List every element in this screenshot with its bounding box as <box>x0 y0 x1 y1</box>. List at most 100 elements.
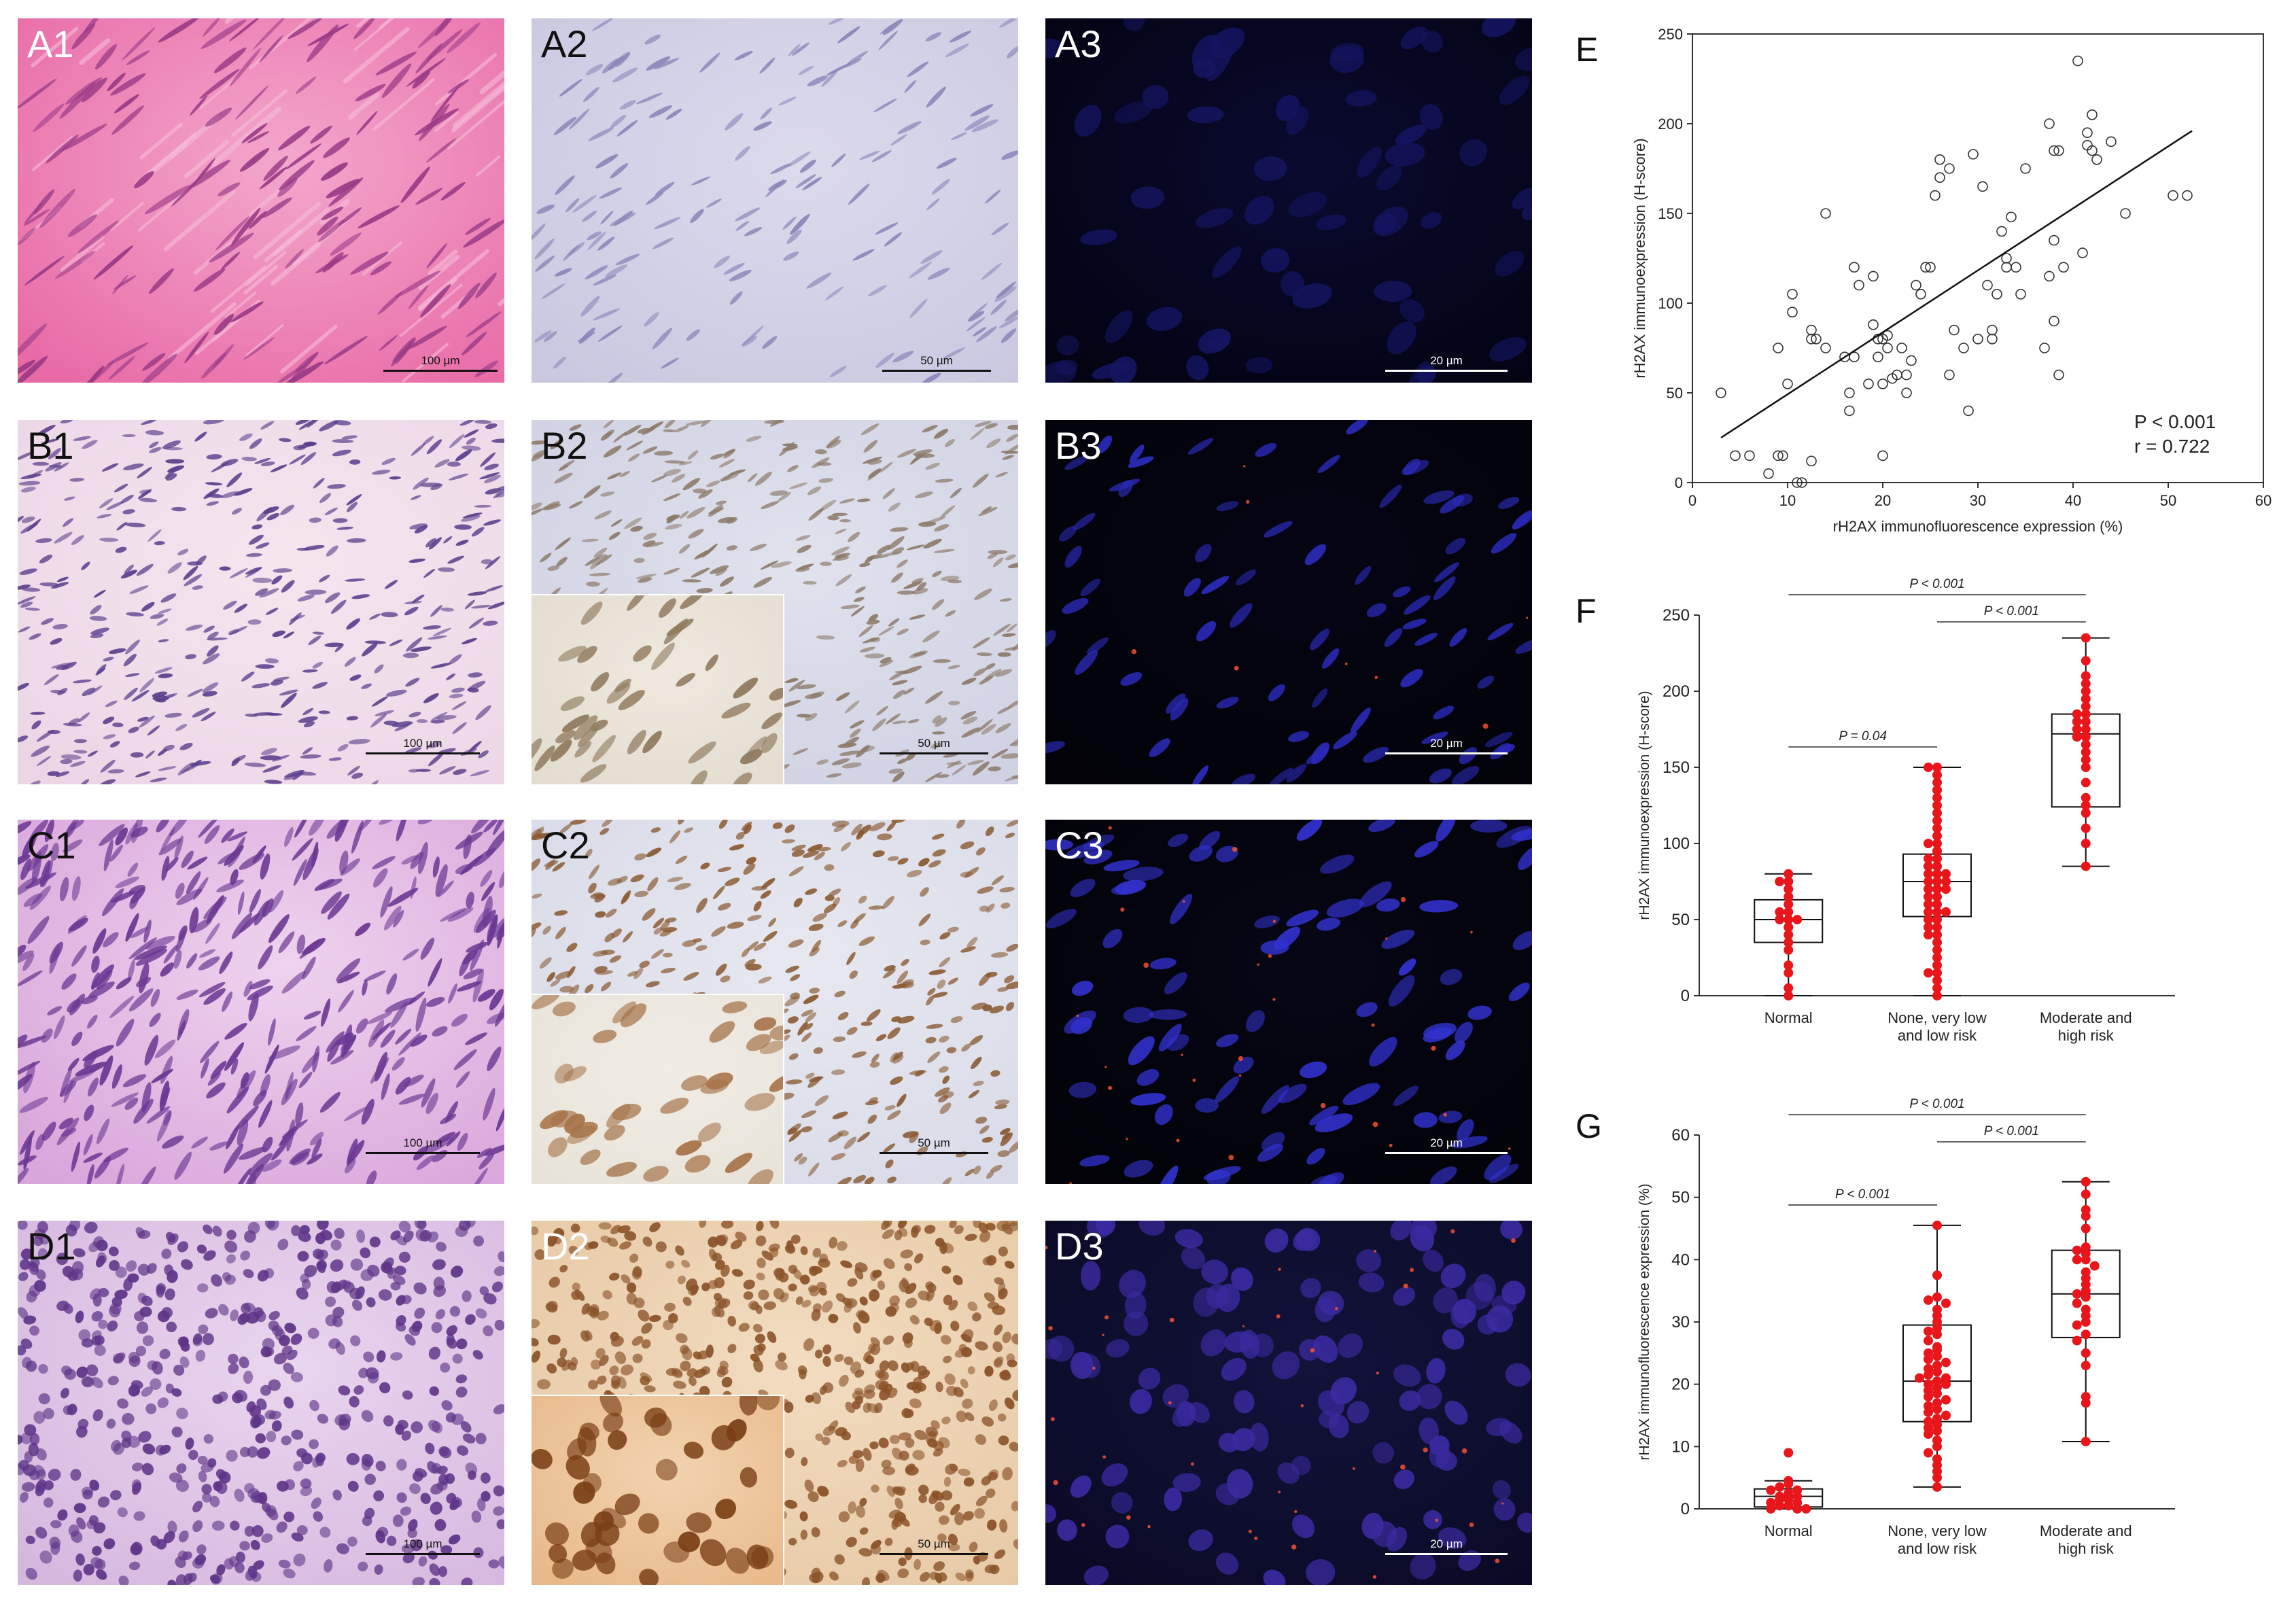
scatter-point <box>2044 271 2055 282</box>
data-point <box>1932 1351 1942 1361</box>
data-point <box>1941 1410 1951 1420</box>
scatter-point <box>1844 405 1855 417</box>
y-tick-label: 250 <box>1658 26 1683 43</box>
data-point <box>1932 1404 1942 1414</box>
data-point <box>2081 763 2091 772</box>
scatter-point <box>1787 288 1798 300</box>
y-axis-label: rH2AX immunofluorescence expression (%) <box>1637 1183 1652 1460</box>
x-tick-label: 20 <box>1875 492 1891 509</box>
magnified-inset <box>532 1395 784 1585</box>
panel-b3-immunofluorescence: B3 20 µm <box>1045 420 1532 784</box>
data-point <box>2081 801 2091 810</box>
data-point <box>1924 877 1933 886</box>
scatter-point <box>1996 226 2007 237</box>
scatter-point <box>1977 181 1988 192</box>
scatter-point <box>1987 333 1998 345</box>
data-point <box>1924 884 1933 894</box>
y-tick-label: 20 <box>1671 1376 1690 1394</box>
y-tick-label: 250 <box>1663 606 1690 625</box>
scale-bar: 50 µm <box>880 1537 988 1555</box>
scatter-point <box>1782 378 1793 389</box>
data-point <box>1932 839 1942 848</box>
scatter-point <box>1811 333 1822 345</box>
data-point <box>1766 1504 1776 1514</box>
y-tick-label: 60 <box>1671 1126 1690 1145</box>
scatter-point <box>2168 190 2178 201</box>
data-point <box>1932 991 1942 1000</box>
trend-line <box>1720 130 2193 439</box>
data-point <box>1932 823 1942 833</box>
y-tick-label: 50 <box>1667 385 1683 402</box>
data-point <box>1784 1479 1794 1489</box>
data-point <box>2081 823 2091 833</box>
data-point <box>1784 915 1794 924</box>
data-point <box>1932 792 1942 803</box>
scatter-point <box>1716 387 1726 398</box>
panel-label: B2 <box>541 424 588 467</box>
scatter-point <box>2006 211 2017 223</box>
scatter-point <box>1934 154 1945 165</box>
data-point <box>2072 1255 2082 1265</box>
data-point <box>1932 854 1942 864</box>
data-point <box>1932 1220 1942 1230</box>
data-point <box>2081 716 2091 727</box>
panel-b2-ihc-stain: B2 50 µm <box>532 420 1018 784</box>
data-point <box>2081 747 2091 757</box>
data-point <box>1924 968 1933 978</box>
scatter-point <box>2077 247 2088 258</box>
scale-bar-label: 100 µm <box>403 737 442 750</box>
data-point <box>1932 869 1942 879</box>
scatter-point <box>1925 262 1936 273</box>
data-point <box>2081 739 2091 750</box>
y-tick-label: 50 <box>1671 911 1690 929</box>
data-point <box>1775 1482 1785 1492</box>
data-point <box>2072 716 2082 727</box>
data-point <box>1766 1485 1776 1495</box>
x-tick-label: 40 <box>2065 492 2081 509</box>
data-point <box>1924 1295 1933 1305</box>
data-point <box>1932 1329 1942 1340</box>
data-point <box>1941 1379 1951 1389</box>
data-point <box>1784 945 1794 955</box>
data-point <box>1932 808 1942 818</box>
magnified-inset <box>532 994 784 1184</box>
data-point <box>1924 1336 1933 1346</box>
significance-label: P < 0.001 <box>1984 604 2039 618</box>
scatter-point <box>1854 279 1864 291</box>
data-point <box>1924 1355 1933 1364</box>
scatter-point <box>1991 288 2002 300</box>
panel-a3-immunofluorescence: A3 20 µm <box>1045 18 1532 383</box>
panel-d1-he-stain: D1 100 µm <box>18 1221 504 1585</box>
scatter-point <box>2087 109 2098 120</box>
scale-bar-label: 100 µm <box>403 1537 442 1550</box>
scatter-point <box>1896 343 1907 353</box>
significance-label: P < 0.001 <box>1984 1124 2039 1138</box>
significance-label: P < 0.001 <box>1835 1187 1890 1202</box>
data-point <box>1932 953 1942 962</box>
data-point <box>1932 892 1942 902</box>
data-point <box>2081 1255 2091 1265</box>
data-point <box>1924 907 1933 917</box>
scatter-point <box>1863 378 1874 389</box>
scatter-point <box>1901 387 1912 398</box>
data-point <box>1784 1448 1794 1458</box>
data-point <box>1775 1501 1785 1511</box>
data-point <box>2081 1361 2091 1371</box>
y-tick-label: 0 <box>1681 1500 1690 1518</box>
data-point <box>1924 1370 1933 1380</box>
data-point <box>1932 1367 1942 1377</box>
scatter-point <box>1777 450 1788 461</box>
data-point <box>1932 922 1942 932</box>
data-point <box>1932 785 1942 795</box>
x-tick-label: 10 <box>1779 492 1796 509</box>
scatter-point <box>1972 333 1983 345</box>
scatter-point <box>2072 55 2083 67</box>
scatter-point <box>2020 163 2031 174</box>
scatter-point <box>1930 190 1941 201</box>
data-point <box>1932 846 1942 856</box>
scatter-point <box>1987 324 1998 336</box>
p-value-annotation: P < 0.001 <box>2134 411 2216 432</box>
data-point <box>1932 831 1942 841</box>
data-point <box>1932 770 1942 780</box>
data-point <box>1932 1292 1942 1302</box>
